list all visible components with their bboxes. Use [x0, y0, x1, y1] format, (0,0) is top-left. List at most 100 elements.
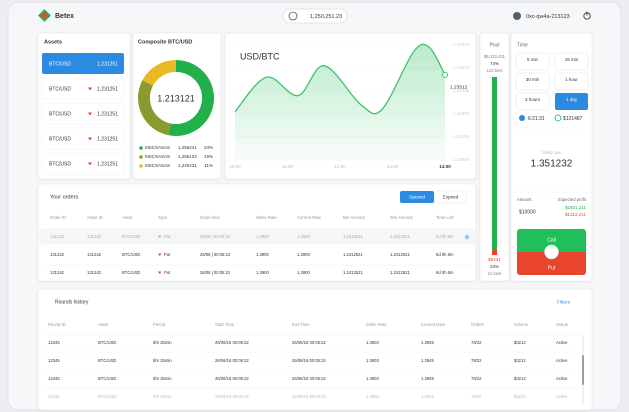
- time-option-label: 3 hours: [525, 97, 541, 102]
- trade-divider-knob: [544, 244, 559, 260]
- cell: Put: [164, 252, 171, 257]
- cell: $3212: [514, 394, 526, 399]
- put-button[interactable]: [517, 252, 586, 275]
- legend-name: MSCSASAS: [145, 145, 170, 150]
- time-option-label: 30 min: [526, 77, 540, 82]
- filters-link[interactable]: Filters: [557, 299, 571, 305]
- down-arrow: [88, 112, 92, 116]
- cell: 131242: [87, 252, 102, 257]
- tab-label: Opened: [409, 195, 426, 200]
- call-button[interactable]: [517, 229, 586, 252]
- strike-value: 1.351232: [531, 159, 573, 170]
- y-tick-label: 1.20000: [453, 157, 470, 162]
- asset-rate: 1.231251: [97, 161, 118, 167]
- donut-segment: [138, 80, 171, 136]
- cell: 78/22: [471, 358, 482, 363]
- cell: 1.3945: [421, 340, 434, 345]
- donut-segment: [168, 60, 214, 136]
- asset-pair: BTC/USD: [49, 136, 71, 142]
- column-header: Orders: [471, 322, 484, 327]
- time-option[interactable]: [555, 93, 588, 110]
- put-label: Put: [548, 265, 556, 271]
- cell: BTC/USD: [122, 270, 140, 275]
- column-header: Asset ID: [87, 215, 103, 220]
- legend-name: MSCSASAS: [145, 163, 170, 168]
- cell: 1.2412521: [343, 270, 363, 275]
- pool-down-bets: 21 bets: [488, 271, 502, 276]
- put-arrow: [158, 235, 162, 239]
- column-header: Order time: [200, 215, 220, 220]
- pool-down-amount: $5231: [488, 257, 501, 262]
- put-arrow: [158, 271, 162, 275]
- column-header: Current Rate: [297, 215, 322, 220]
- cell: BTC/USD: [98, 358, 116, 363]
- x-tick-label: 12:00: [334, 164, 346, 169]
- cell: Active: [556, 394, 568, 399]
- time-option-label: 1 hour: [565, 77, 578, 82]
- cell: 5hr 25min: [153, 376, 172, 381]
- cell: 1.3900: [256, 234, 269, 239]
- column-header: End Time: [292, 322, 310, 327]
- balance-pill: [282, 8, 348, 24]
- legend-share: 34%: [204, 145, 213, 150]
- cell: 78/22: [471, 376, 482, 381]
- asset-row[interactable]: [41, 77, 125, 100]
- cell: 5hr 25min: [153, 340, 172, 345]
- row-info-icon: [464, 234, 470, 240]
- brand: Betex: [55, 13, 74, 20]
- time-option[interactable]: [554, 72, 589, 91]
- balance-icon: [288, 11, 298, 21]
- column-header: Asset: [122, 215, 133, 220]
- rounds-panel: [37, 288, 593, 411]
- cell: $3212: [514, 358, 526, 363]
- pool-down-bar: [492, 250, 497, 255]
- cell: 12345: [48, 358, 60, 363]
- asset-row[interactable]: [41, 102, 125, 125]
- time-option[interactable]: [515, 72, 550, 91]
- scrollbar-thumb[interactable]: [582, 355, 584, 385]
- cell: 1.2412521: [390, 270, 410, 275]
- time-option[interactable]: [515, 52, 550, 71]
- prize: $121487: [563, 116, 583, 122]
- profit-label: Expected profit: [558, 197, 587, 202]
- cell: 1.3945: [421, 394, 434, 399]
- asset-pair: BTC/USD: [49, 161, 71, 167]
- asset-row[interactable]: [41, 127, 125, 150]
- time-option-label: 5 min: [527, 57, 539, 62]
- y-tick-label: 1.24000: [453, 65, 470, 70]
- x-tick-label: 14:00: [439, 164, 451, 169]
- time-option-label: 1 day: [566, 97, 578, 102]
- panel-title: Your orders: [50, 194, 78, 200]
- legend-share: 19%: [204, 154, 213, 159]
- legend-amount: 1,256124: [178, 154, 197, 159]
- cell: 12345: [48, 340, 60, 345]
- cell: 5hr 25min: [153, 358, 172, 363]
- cell: 1.3900: [297, 270, 310, 275]
- cell: 1.3903: [366, 394, 379, 399]
- time-option[interactable]: [515, 92, 550, 111]
- prize-icon: [554, 114, 562, 122]
- time-option[interactable]: [554, 52, 589, 71]
- column-header: Time Left: [436, 215, 454, 220]
- cell: 26/06/16 00:05:22: [215, 358, 249, 363]
- pool-up-share: 74%: [490, 61, 499, 66]
- asset-row[interactable]: [41, 152, 125, 175]
- cell: 26/06/16 00:05:22: [292, 340, 326, 345]
- profit-down: $1312.211: [565, 212, 586, 217]
- tab-expired[interactable]: [434, 190, 467, 204]
- cell: Active: [556, 376, 568, 381]
- legend-dot: [139, 164, 143, 168]
- x-tick-label: 13:00: [387, 164, 399, 169]
- asset-row[interactable]: [42, 53, 124, 74]
- column-header: Period: [153, 322, 166, 327]
- user-avatar[interactable]: [513, 12, 521, 20]
- column-header: Type: [158, 215, 168, 220]
- cell: 131242: [87, 270, 102, 275]
- y-tick-label: 1.23000: [453, 88, 470, 93]
- cell: Put: [164, 270, 171, 275]
- chart-title: USD/BTC: [240, 51, 280, 61]
- cell: 26/06 | 00:05:22: [200, 252, 231, 257]
- tab-opened[interactable]: [400, 191, 434, 203]
